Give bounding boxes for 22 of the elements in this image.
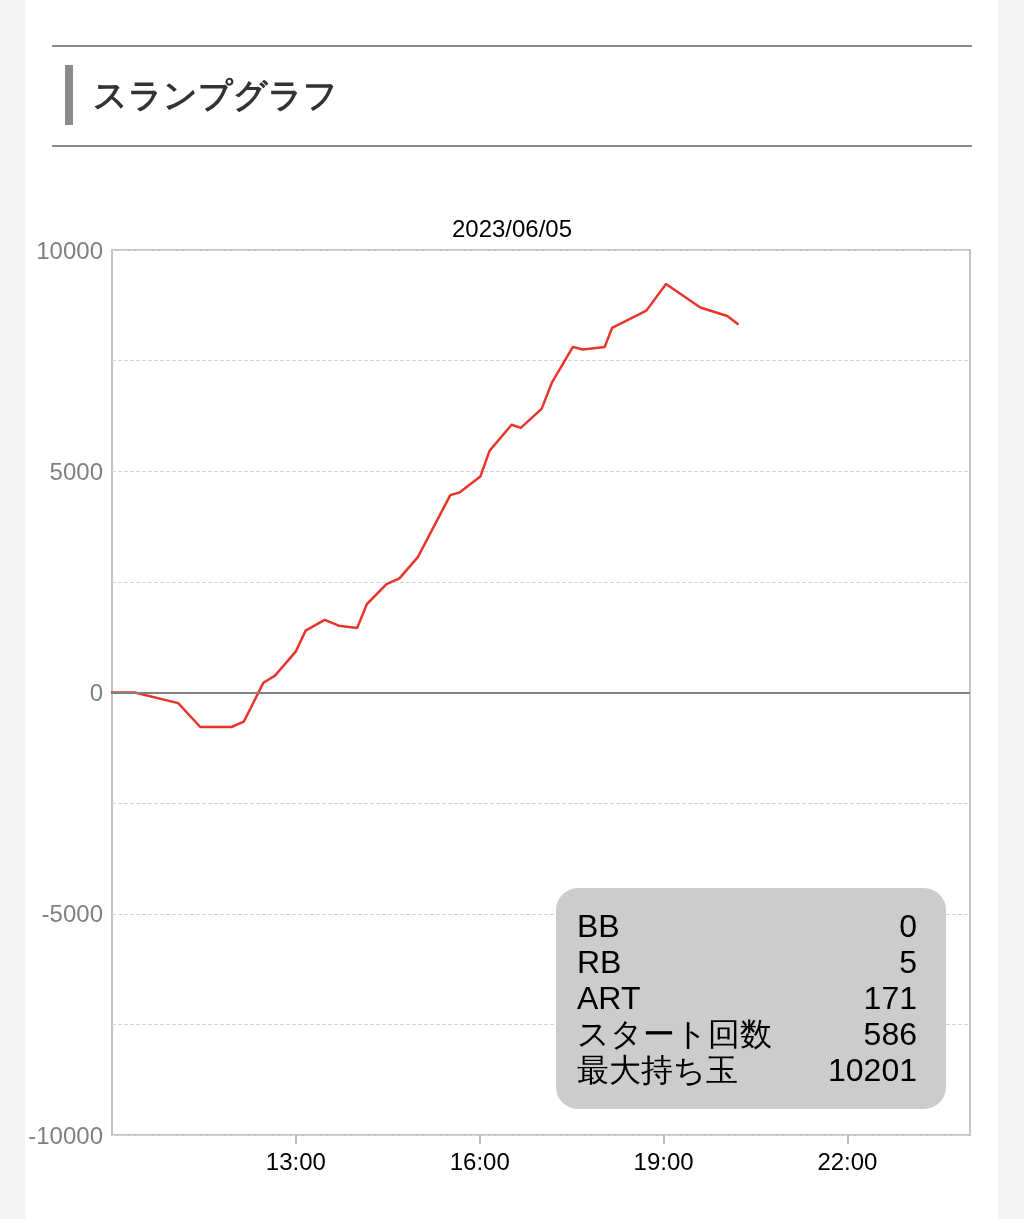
annotation: 586 <box>863 1016 917 1052</box>
annotation: 0 <box>899 908 917 944</box>
line-series <box>110 282 739 729</box>
annotation: ART <box>577 980 641 1016</box>
annotation: 171 <box>863 980 917 1016</box>
y-tick-label: -10000 <box>28 1121 103 1149</box>
y-tick-label: -5000 <box>41 900 103 928</box>
x-tick-label: 13:00 <box>265 1147 326 1175</box>
y-tick-label: 10000 <box>36 236 103 264</box>
annotation: 10201 <box>828 1052 917 1088</box>
x-tick-label: 22:00 <box>817 1147 878 1175</box>
annotation: スタート回数 <box>577 1016 772 1052</box>
annotation: RB <box>577 944 622 980</box>
annotation: 最大持ち玉 <box>577 1052 738 1088</box>
annotation: 5 <box>899 944 917 980</box>
chart-subtitle: 2023/06/05 <box>451 214 573 242</box>
x-tick-label: 19:00 <box>633 1147 694 1175</box>
y-tick-label: 0 <box>89 679 103 706</box>
x-tick-label: 16:00 <box>449 1147 510 1175</box>
y-tick-label: 5000 <box>49 457 103 485</box>
annotation: BB <box>577 908 620 944</box>
chart-title: スランプグラフ <box>93 74 338 117</box>
